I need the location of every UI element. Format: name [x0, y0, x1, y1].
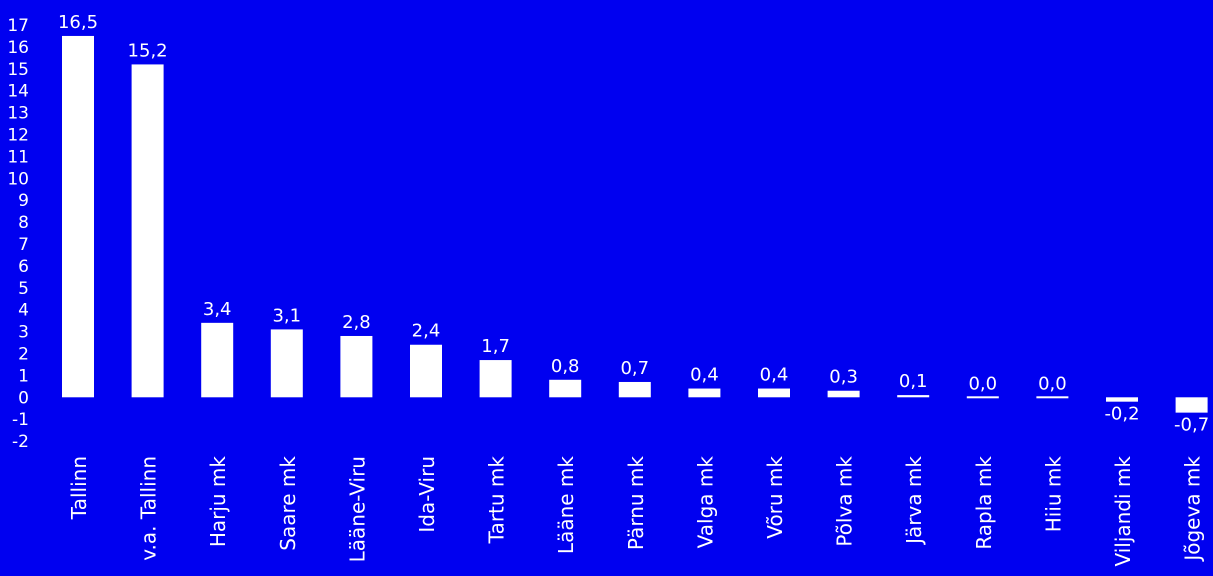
bar [131, 64, 164, 398]
category-label: Tartu mk [485, 456, 509, 545]
y-tick-label: 17 [7, 16, 29, 36]
bar-value-label: 0,0 [968, 373, 997, 394]
category-label: Rapla mk [972, 456, 996, 550]
bar [201, 322, 234, 398]
bar [966, 396, 999, 399]
bar [340, 335, 373, 398]
bars [62, 35, 1208, 413]
category-label: Tallinn [67, 456, 91, 520]
category-label: Ida-Viru [415, 456, 439, 533]
category-label: Harju mk [206, 456, 230, 548]
bar-value-label: 2,8 [342, 312, 371, 333]
category-label: Jõgeva mk [1181, 456, 1205, 563]
y-tick-label: 7 [18, 235, 29, 255]
bar [1036, 396, 1069, 399]
y-tick-label: 15 [7, 60, 29, 80]
x-axis: Tallinn v.a. Tallinn Harju mk Saare mk Lääne… [67, 456, 1205, 567]
category-label: Viljandi mk [1111, 456, 1135, 567]
y-tick-label: 1 [18, 366, 29, 386]
bar [758, 388, 790, 398]
y-tick-label: 13 [7, 104, 29, 124]
bar-value-label: 0,1 [899, 371, 928, 392]
y-tick-label: 5 [18, 279, 29, 299]
y-tick-label: 14 [7, 82, 29, 102]
bar [62, 35, 94, 398]
bar-value-label: 2,4 [412, 321, 441, 342]
bar [1106, 397, 1138, 402]
category-label: Võru mk [763, 456, 787, 539]
bar-value-label: 3,1 [272, 305, 301, 326]
bar-value-label: 3,4 [203, 299, 232, 320]
y-tick-label: 10 [7, 169, 29, 189]
bar [688, 388, 721, 398]
bar-value-label: 0,8 [551, 356, 580, 377]
y-tick-label: 6 [18, 257, 29, 277]
category-label: Valga mk [693, 456, 717, 549]
bar-value-label: -0,7 [1174, 415, 1209, 436]
y-tick-label: 3 [18, 323, 29, 343]
bar-value-label: 16,5 [58, 12, 98, 33]
bar [270, 329, 303, 398]
y-tick-label: 4 [18, 301, 29, 321]
bar [897, 395, 930, 398]
bar [410, 344, 442, 398]
y-tick-label: 16 [7, 38, 29, 58]
bar [618, 381, 651, 398]
bar-value-label: 15,2 [128, 40, 168, 61]
y-tick-label: 9 [18, 191, 29, 211]
bar [827, 390, 860, 398]
y-tick-label: 11 [7, 147, 29, 167]
bar-value-label: 1,7 [481, 336, 510, 357]
bar-value-label: 0,3 [829, 367, 858, 388]
category-label: v.a. Tallinn [137, 456, 161, 561]
y-tick-label: 2 [18, 345, 29, 365]
bar [549, 379, 582, 398]
bar-value-label: 0,0 [1038, 373, 1067, 394]
y-tick-label: 8 [18, 213, 29, 233]
category-label: Pärnu mk [624, 456, 648, 550]
bar-value-label: -0,2 [1104, 404, 1139, 425]
value-labels: 16,5 15,2 3,4 3,1 2,8 2,4 1,7 0,8 0,7 0,4 0,4 0,3 0,… [58, 12, 1209, 436]
y-tick-label: -2 [12, 432, 29, 452]
bar [479, 360, 512, 398]
bar-value-label: 0,7 [620, 358, 649, 379]
bar-value-label: 0,4 [760, 365, 789, 386]
category-label: Lääne-Viru [345, 456, 369, 562]
y-tick-label: 0 [18, 388, 29, 408]
y-tick-label: 12 [7, 126, 29, 146]
category-label: Põlva mk [833, 456, 857, 547]
bar-value-label: 0,4 [690, 365, 719, 386]
category-label: Järva mk [902, 456, 926, 546]
category-label: Lääne mk [554, 456, 578, 554]
y-tick-label: -1 [12, 410, 29, 430]
bar [1175, 397, 1208, 413]
category-label: Hiiu mk [1041, 456, 1065, 533]
category-label: Saare mk [276, 456, 300, 551]
